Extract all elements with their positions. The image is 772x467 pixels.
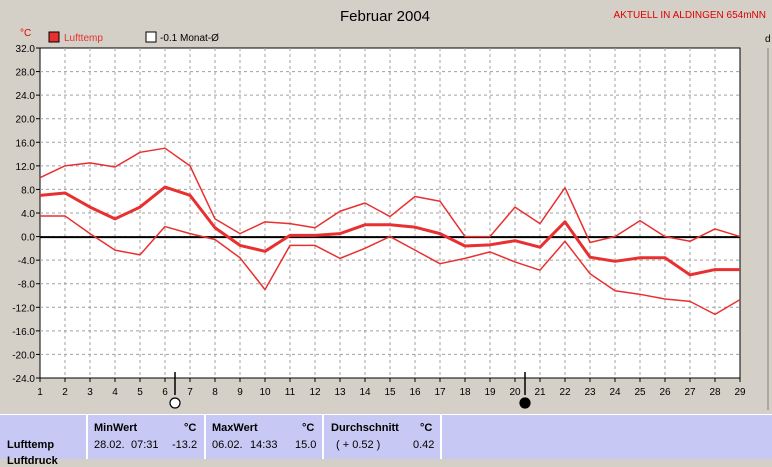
x-tick-label: 21 xyxy=(534,387,546,398)
x-tick-label: 14 xyxy=(359,387,371,398)
x-tick-label: 8 xyxy=(212,387,218,398)
max-unit: °C xyxy=(302,422,315,434)
x-axis: 1 2 3 4 5 6 7 8 9 10 11 12 13 14 15 16 17 18 19 20 21 22 23 24 2… xyxy=(37,378,746,398)
series-line-0 xyxy=(39,147,741,244)
y-tick-label: -16.0 xyxy=(12,327,35,338)
x-tick-label: 23 xyxy=(584,387,596,398)
x-tick-label: 18 xyxy=(459,387,471,398)
y-tick-label: 28.0 xyxy=(16,68,36,79)
legend-label-lufttemp: Lufttemp xyxy=(64,33,103,44)
stats-divider xyxy=(86,415,88,459)
y-tick-label: 12.0 xyxy=(16,162,36,173)
stats-divider xyxy=(204,415,206,459)
max-header: MaxWert xyxy=(212,422,258,434)
x-tick-label: 20 xyxy=(509,387,521,398)
x-tick-label: 27 xyxy=(684,387,696,398)
min-time: 07:31 xyxy=(131,439,159,451)
new-moon-icon xyxy=(169,397,181,409)
x-tick-label: 25 xyxy=(634,387,646,398)
avg-unit: °C xyxy=(420,422,433,434)
x-tick-label: 13 xyxy=(334,387,346,398)
legend-label-monthly-avg: -0.1 Monat-Ø xyxy=(160,33,219,44)
avg-delta: ( + 0.52 ) xyxy=(336,439,381,451)
y-tick-label: 4.0 xyxy=(21,209,35,220)
right-stub-text: d xyxy=(765,34,771,45)
x-tick-label: 7 xyxy=(187,387,193,398)
stats-row-label-next: Luftdruck xyxy=(7,455,58,467)
stats-divider xyxy=(322,415,324,459)
grid xyxy=(40,48,740,378)
y-tick-label: -4.0 xyxy=(18,256,36,267)
y-tick-label: 32.0 xyxy=(16,44,36,55)
legend-swatch-lufttemp[interactable] xyxy=(48,31,60,43)
x-tick-label: 5 xyxy=(137,387,143,398)
station-label: AKTUELL IN ALDINGEN 654mNN xyxy=(614,10,766,21)
chart-title: Februar 2004 xyxy=(340,8,430,25)
x-tick-label: 9 xyxy=(237,387,243,398)
moon-phase-markers xyxy=(169,372,531,409)
x-tick-label: 12 xyxy=(309,387,321,398)
y-tick-label: -24.0 xyxy=(12,374,35,385)
max-date: 06.02. xyxy=(212,439,243,451)
x-tick-label: 10 xyxy=(259,387,271,398)
full-moon-icon xyxy=(519,397,531,409)
min-header: MinWert xyxy=(94,422,138,434)
stats-divider xyxy=(440,415,442,459)
x-tick-label: 6 xyxy=(162,387,168,398)
temperature-chart: Februar 2004 AKTUELL IN ALDINGEN 654mNN … xyxy=(12,8,771,410)
x-tick-label: 28 xyxy=(709,387,721,398)
x-tick-label: 15 xyxy=(384,387,396,398)
x-tick-label: 24 xyxy=(609,387,621,398)
x-tick-label: 19 xyxy=(484,387,496,398)
y-tick-label: -8.0 xyxy=(18,280,36,291)
y-tick-label: 0.0 xyxy=(21,233,35,244)
y-tick-label: 8.0 xyxy=(21,185,35,196)
x-tick-label: 29 xyxy=(734,387,746,398)
series-line-2 xyxy=(40,215,741,316)
avg-value: 0.42 xyxy=(413,439,435,451)
x-tick-label: 4 xyxy=(112,387,118,398)
stats-panel: Lufttemp Luftdruck MinWert °C 28.02. 07:… xyxy=(0,414,772,467)
x-tick-label: 1 xyxy=(37,387,43,398)
y-tick-label: 24.0 xyxy=(16,91,36,102)
min-unit: °C xyxy=(184,422,197,434)
min-date: 28.02. xyxy=(94,439,125,451)
x-tick-label: 2 xyxy=(62,387,68,398)
y-tick-label: 16.0 xyxy=(16,138,36,149)
x-tick-label: 16 xyxy=(409,387,421,398)
y-tick-label: -12.0 xyxy=(12,303,35,314)
max-time: 14:33 xyxy=(250,439,278,451)
y-tick-label: -20.0 xyxy=(12,350,35,361)
y-tick-label: 20.0 xyxy=(16,115,36,126)
avg-header: Durchschnitt xyxy=(331,422,399,434)
x-tick-label: 17 xyxy=(434,387,446,398)
x-tick-label: 11 xyxy=(285,387,296,398)
x-tick-label: 26 xyxy=(659,387,671,398)
stats-row-label: Lufttemp xyxy=(7,439,55,451)
min-value: -13.2 xyxy=(172,439,198,451)
series-group xyxy=(39,147,741,316)
series-line-1 xyxy=(39,185,740,277)
y-axis: 32.0 28.0 24.0 20.0 16.0 12.0 8.0 4.0 0.0 -4.0 -8.… xyxy=(12,44,40,385)
x-tick-label: 3 xyxy=(87,387,93,398)
x-tick-label: 22 xyxy=(559,387,571,398)
y-unit-label: °C xyxy=(20,28,31,39)
max-value: 15.0 xyxy=(295,439,317,451)
legend-swatch-monthly-avg[interactable] xyxy=(145,31,157,43)
